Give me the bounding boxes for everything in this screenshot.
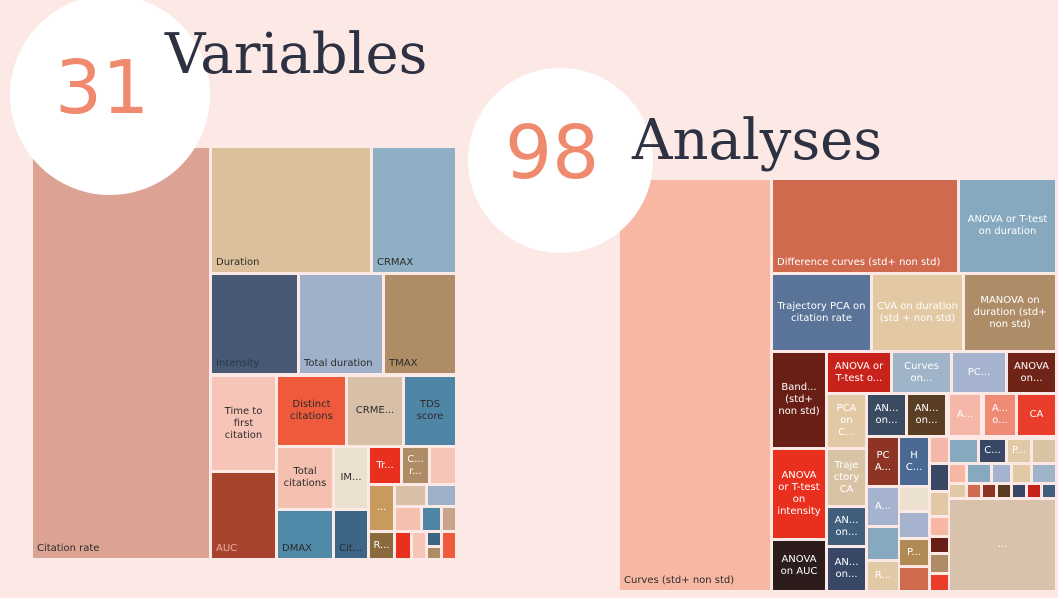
treemap-tile <box>423 508 440 530</box>
variables-count: 31 <box>55 45 150 131</box>
treemap-tile <box>443 533 455 558</box>
treemap-tile <box>1013 465 1030 482</box>
treemap-tile: AN... on... <box>868 395 905 435</box>
treemap-tile: Distinct citations <box>278 377 345 445</box>
treemap-tile: Time to first citation <box>212 377 275 470</box>
treemap-tile: ANOVA or T-test o... <box>828 353 890 392</box>
treemap-tile <box>950 465 965 482</box>
treemap-tile: TMAX <box>385 275 455 373</box>
treemap-tile: AN... on... <box>828 548 865 590</box>
treemap-tile: CRMAX <box>373 148 455 272</box>
treemap-tile <box>931 493 948 515</box>
treemap-tile: PC... <box>953 353 1005 392</box>
analyses-count: 98 <box>505 110 600 196</box>
treemap-tile <box>396 533 410 558</box>
treemap-tile: CA <box>1018 395 1055 435</box>
treemap-tile <box>431 448 455 483</box>
treemap-tile: P... <box>1008 440 1030 462</box>
treemap-tile: Traje ctory CA <box>828 450 865 505</box>
treemap-tile <box>950 485 965 497</box>
treemap-tile: IM... <box>335 448 367 508</box>
treemap-tile: Curves on... <box>893 353 950 392</box>
treemap-tile <box>1013 485 1025 497</box>
treemap-tile <box>396 508 420 530</box>
treemap-tile <box>931 575 948 590</box>
treemap-tile: PCA on C... <box>828 395 865 447</box>
treemap-tile: Intensity <box>212 275 297 373</box>
treemap-tile <box>993 465 1010 482</box>
treemap-tile: ... <box>950 500 1055 590</box>
treemap-tile: Curves (std+ non std) <box>620 180 770 590</box>
treemap-tile <box>900 488 928 510</box>
treemap-tile <box>1043 485 1055 497</box>
treemap-tile <box>428 533 440 545</box>
treemap-tile <box>1028 485 1040 497</box>
treemap-tile <box>428 548 440 558</box>
treemap-tile: CVA on duration (std + non std) <box>873 275 962 350</box>
treemap-tile: TDS score <box>405 377 455 445</box>
count-circle <box>10 0 210 195</box>
treemap-tile: Band... (std+ non std) <box>773 353 825 447</box>
treemap-tile: Total citations <box>278 448 332 508</box>
treemap-tile <box>900 568 928 590</box>
treemap-tile: P... <box>900 540 928 565</box>
treemap-tile: A... <box>950 395 980 435</box>
treemap-tile: Trajectory PCA on citation rate <box>773 275 870 350</box>
treemap-tile: CRME... <box>348 377 402 445</box>
treemap-tile: R... <box>868 562 898 590</box>
treemap-tile: PC A... <box>868 438 898 485</box>
treemap-tile: Difference curves (std+ non std) <box>773 180 957 272</box>
variables-title: Variables <box>165 22 428 87</box>
treemap-tile: ... <box>370 486 393 530</box>
treemap-tile <box>443 508 455 530</box>
treemap-tile: AN... on... <box>908 395 945 435</box>
treemap-tile: ANOVA or T-test on duration <box>960 180 1055 272</box>
treemap-tile: DMAX <box>278 511 332 558</box>
treemap-tile <box>428 486 455 505</box>
treemap-tile: Total duration <box>300 275 382 373</box>
treemap-tile: Tr... <box>370 448 400 483</box>
treemap-tile <box>968 465 990 482</box>
treemap-tile <box>396 486 425 505</box>
treemap-tile <box>931 438 948 462</box>
treemap-tile <box>950 440 977 462</box>
treemap-tile: A... o... <box>985 395 1015 435</box>
treemap-tile: Cit... <box>335 511 367 558</box>
treemap-tile: A... <box>868 488 898 525</box>
treemap-tile <box>998 485 1010 497</box>
treemap-tile <box>931 518 948 535</box>
treemap-tile <box>868 528 898 559</box>
treemap-tile: H C... <box>900 438 928 485</box>
treemap-tile: R... <box>370 533 393 558</box>
analyses-title: Analyses <box>632 108 883 173</box>
treemap-tile <box>900 513 928 537</box>
treemap-tile: ANOVA on AUC <box>773 541 825 590</box>
treemap-tile: Duration <box>212 148 370 272</box>
treemap-tile: AUC <box>212 473 275 558</box>
treemap-tile: AN... on... <box>828 508 865 545</box>
treemap-tile: C... <box>980 440 1005 462</box>
treemap-tile <box>931 555 948 572</box>
treemap-tile <box>1033 440 1055 462</box>
treemap-tile <box>413 533 425 558</box>
treemap-tile <box>968 485 980 497</box>
treemap-tile <box>931 538 948 552</box>
treemap-tile: ANOVA on... <box>1008 353 1055 392</box>
treemap-tile: ANOVA or T-test on intensity <box>773 450 825 538</box>
treemap-tile: MANOVA on duration (std+ non std) <box>965 275 1055 350</box>
treemap-tile <box>1033 465 1055 482</box>
treemap-tile <box>983 485 995 497</box>
treemap-tile: Citation rate <box>33 148 209 558</box>
treemap-tile: C... r... <box>403 448 428 483</box>
treemap-tile <box>931 465 948 490</box>
count-circle <box>468 68 653 253</box>
